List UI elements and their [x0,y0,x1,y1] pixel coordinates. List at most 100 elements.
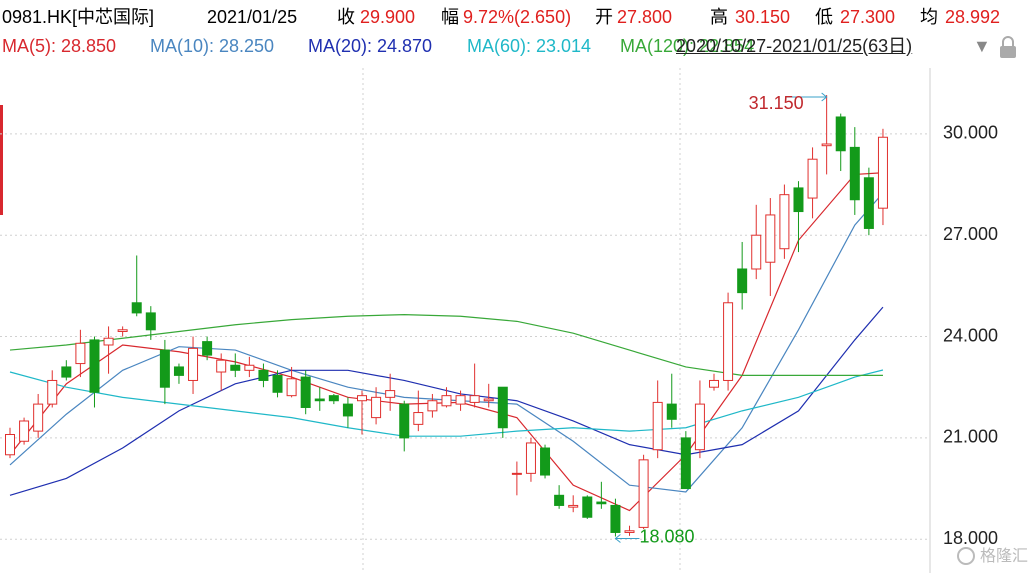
max-label: 31.150 [749,93,804,113]
candle-body [793,187,804,213]
candle-body [314,398,325,402]
value: 9.72%(2.650) [463,7,572,27]
label: 低 [815,7,833,27]
candle-body [497,386,508,429]
legend-entry: MA(120): 22.854 [620,36,755,56]
label: 开 [595,7,613,27]
candle-body [188,347,199,381]
candle-body [540,447,551,476]
candle-body [751,234,762,270]
candle-body [75,342,86,365]
candle-body [33,403,44,432]
dropdown[interactable]: ▼ [973,36,991,56]
candle-body [244,364,255,371]
label: 高 [710,7,728,27]
ma-line [9,172,883,512]
candle-body [568,504,579,508]
candle-body [47,379,58,405]
candle-body [427,400,438,412]
candle-body [863,177,874,229]
candle-body [554,494,565,506]
annotations: 31.150 18.080 [614,92,828,546]
y-tick-label: 27.000 [943,224,998,244]
candle-body [159,349,170,388]
candle-body [357,395,367,402]
value: 27.300 [840,7,896,27]
arrow-head [821,92,828,102]
candle-body [230,364,241,371]
y-tick-label: 21.000 [943,427,998,447]
candle-body [821,143,832,147]
candle-body [286,378,297,397]
candle-body [103,337,114,346]
candle-body [399,403,410,439]
side-marker [0,105,3,215]
ma-line [9,313,883,376]
candle-body [666,403,677,420]
candle-body [272,374,283,393]
label: 均 [920,7,938,27]
candle-body [610,504,621,533]
value: 29.900 [360,7,416,27]
candle-body [328,395,339,402]
candle-body [61,366,72,378]
y-tick-label: 18.000 [943,528,998,548]
label: 幅 [441,7,459,27]
candle-body [19,420,30,442]
candle-body [723,302,734,381]
candle-body [469,395,480,403]
candle-body [455,395,466,405]
candle-body [807,158,818,199]
candle-body [779,194,790,250]
candle-body [202,341,213,356]
logo [957,547,975,565]
candle-body [483,398,494,402]
candle-body [877,136,888,209]
date-range[interactable]: 2020/10/27-2021/01/25(63日) [676,36,913,56]
candle-body [525,442,536,474]
candle-body [117,329,128,332]
candle-body [849,146,860,201]
candle-body [835,116,846,152]
candle-body [638,459,649,528]
legend-entry: MA(60): 23.014 [467,36,592,56]
symbol: 0981.HK[中芯国际] [2,7,155,27]
legend-entry: MA(10): 28.250 [150,36,275,56]
candle-body [89,339,100,393]
candle-body [694,403,705,451]
candle-body [596,501,607,505]
candle-body [131,302,142,314]
candle-body [582,496,593,518]
candle-body [385,390,396,398]
candles [5,95,888,537]
candle-body [441,395,452,407]
candle-body [680,437,691,490]
candle-body [709,379,719,388]
candle-body [413,412,424,425]
grid: 18.000 21.000 24.000 27.000 30.000 [0,123,998,548]
candle-body [624,530,635,533]
ma-lines [9,172,884,512]
candle-body [300,376,311,408]
candle-body [371,396,382,419]
candle-body [737,268,748,294]
candle-body [145,312,156,331]
candle-body [511,472,522,475]
candle-body [258,369,269,381]
candle-body [652,401,663,451]
candle-body [173,366,184,376]
y-tick-label: 30.000 [943,123,998,143]
legend-entry: MA(20): 24.870 [308,36,433,56]
candle-body [765,214,776,263]
candle-body [342,403,353,417]
arrow-head [614,534,621,543]
label: 收 [337,7,355,27]
min-label: 18.080 [639,526,694,546]
watermark: 格隆汇 [980,547,1028,565]
date: 2021/01/25 [207,7,298,27]
y-tick-label: 24.000 [943,325,998,345]
candle-body [216,359,227,373]
candle-body [5,434,15,456]
